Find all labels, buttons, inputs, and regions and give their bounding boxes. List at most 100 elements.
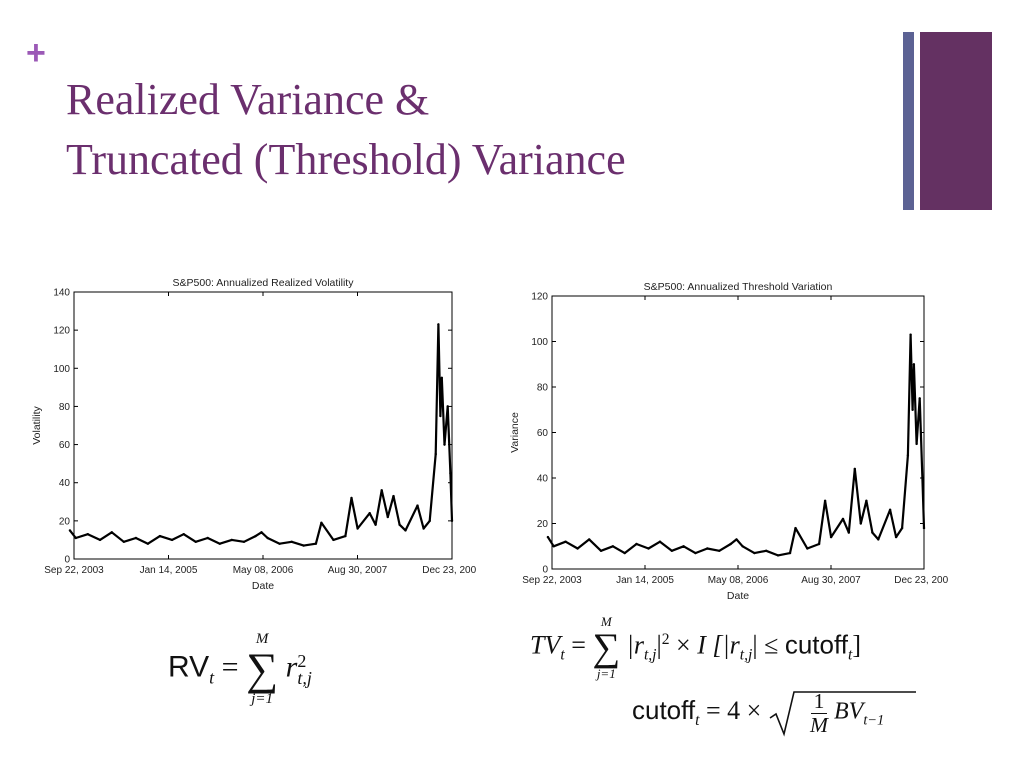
cutoff-frac: 1 M: [810, 690, 828, 736]
data-point: [658, 540, 662, 543]
rv-label: RV: [168, 650, 210, 684]
data-point: [888, 508, 892, 511]
rv-sub: t: [209, 667, 215, 688]
tv-cutoff: cutoff: [784, 629, 848, 660]
data-point: [847, 531, 850, 534]
x-tick-label: Aug 30, 2007: [328, 565, 388, 576]
data-point: [450, 519, 454, 523]
tv-indicator: I: [697, 630, 706, 660]
tv-times: ×: [676, 630, 691, 660]
data-point: [146, 542, 150, 545]
data-point: [588, 538, 591, 541]
data-point: [194, 540, 197, 543]
data-point: [546, 535, 550, 539]
rv-r-sup: 2: [297, 651, 307, 672]
cutoff-radicand: 1 M BVt−1: [810, 690, 884, 736]
x-axis-label: Date: [727, 590, 749, 602]
data-point: [841, 517, 845, 521]
decor-bar-thick: [920, 32, 992, 210]
data-point: [576, 547, 579, 550]
data-point: [206, 536, 209, 540]
rv-sum-upper: M: [255, 631, 269, 647]
tv-formula: TVt = M ∑ j=1 |rt,j|2 × I [|rt,j| ≤ cuto…: [530, 615, 861, 680]
y-tick-label: 100: [53, 364, 70, 375]
data-point: [398, 523, 401, 526]
cutoff-bv-sub: t−1: [863, 712, 885, 729]
x-tick-label: May 08, 2006: [233, 565, 294, 576]
data-point: [865, 499, 868, 502]
x-tick-label: Jan 14, 2005: [616, 575, 674, 586]
y-tick-label: 80: [59, 402, 71, 413]
data-point: [266, 536, 269, 540]
data-point: [368, 512, 371, 515]
data-point: [806, 547, 809, 550]
data-point: [254, 534, 257, 538]
threshold-variation-svg: S&P500: Annualized Threshold Variation 0 2…: [509, 281, 948, 602]
data-point: [416, 504, 419, 507]
sqrt-symbol-icon: [768, 688, 918, 738]
data-point: [170, 538, 174, 542]
series-line: [69, 323, 454, 547]
series-line: [546, 333, 926, 557]
tv-ind-close: ]: [852, 630, 861, 660]
data-point: [922, 526, 926, 530]
tv-sum: M ∑ j=1: [592, 615, 620, 680]
data-point: [446, 405, 449, 408]
tv-ind-sub: t,j: [739, 646, 753, 664]
data-point: [871, 531, 874, 534]
data-point: [439, 414, 442, 418]
cutoff-frac-num: 1: [810, 690, 828, 714]
data-point: [392, 494, 395, 498]
y-tick-label: 20: [537, 519, 549, 530]
data-point: [68, 529, 72, 532]
data-point: [449, 472, 452, 475]
data-point: [706, 547, 709, 550]
y-tick-label: 0: [542, 565, 548, 576]
data-point: [428, 519, 431, 523]
cutoff-bv: BV: [834, 698, 864, 725]
y-tick-label: 60: [59, 440, 71, 451]
data-point: [765, 549, 768, 552]
data-point: [158, 534, 162, 538]
tv-sub: t: [560, 646, 565, 664]
y-tick-label: 60: [537, 428, 549, 439]
data-point: [290, 540, 293, 543]
data-point: [682, 545, 685, 548]
data-point: [440, 376, 443, 379]
data-point: [823, 499, 827, 502]
y-tick-label: 140: [53, 288, 70, 299]
tv-ind-open: [|r: [712, 630, 740, 660]
data-point: [877, 538, 880, 541]
tv-power: 2: [661, 630, 670, 648]
threshold-variation-chart: S&P500: Annualized Threshold Variation 0 2…: [508, 276, 948, 606]
data-point: [74, 536, 77, 540]
tv-abs-close: |: [656, 630, 662, 660]
data-point: [859, 522, 862, 525]
data-point: [182, 533, 185, 536]
tv-cutoff-sub: t: [847, 646, 853, 664]
tv-equals: =: [571, 630, 586, 660]
sqrt-radical-icon: [769, 691, 916, 737]
y-tick-label: 40: [59, 478, 71, 489]
y-axis-label: Variance: [509, 412, 521, 453]
cutoff-lhs-sub: t: [695, 712, 700, 730]
y-tick-label: 80: [537, 383, 549, 394]
sum-symbol-icon: ∑: [246, 644, 279, 694]
data-point: [437, 323, 440, 326]
rv-sum-lower: j=1: [251, 691, 274, 707]
data-point: [134, 536, 138, 540]
data-point: [218, 542, 221, 545]
data-point: [718, 549, 721, 552]
title-line-1: Realized Variance &: [66, 75, 430, 124]
y-tick-label: 120: [53, 326, 70, 337]
data-point: [906, 454, 910, 457]
data-point: [434, 452, 437, 456]
bullet-plus-icon: +: [26, 34, 46, 72]
y-tick-label: 120: [531, 292, 548, 303]
x-tick-label: Dec 23, 2008: [422, 565, 476, 576]
data-point: [122, 540, 126, 543]
data-point: [853, 467, 856, 471]
cutoff-times: ×: [746, 695, 762, 725]
x-tick-label: Sep 22, 2003: [44, 565, 104, 576]
plot-frame: [551, 295, 925, 570]
